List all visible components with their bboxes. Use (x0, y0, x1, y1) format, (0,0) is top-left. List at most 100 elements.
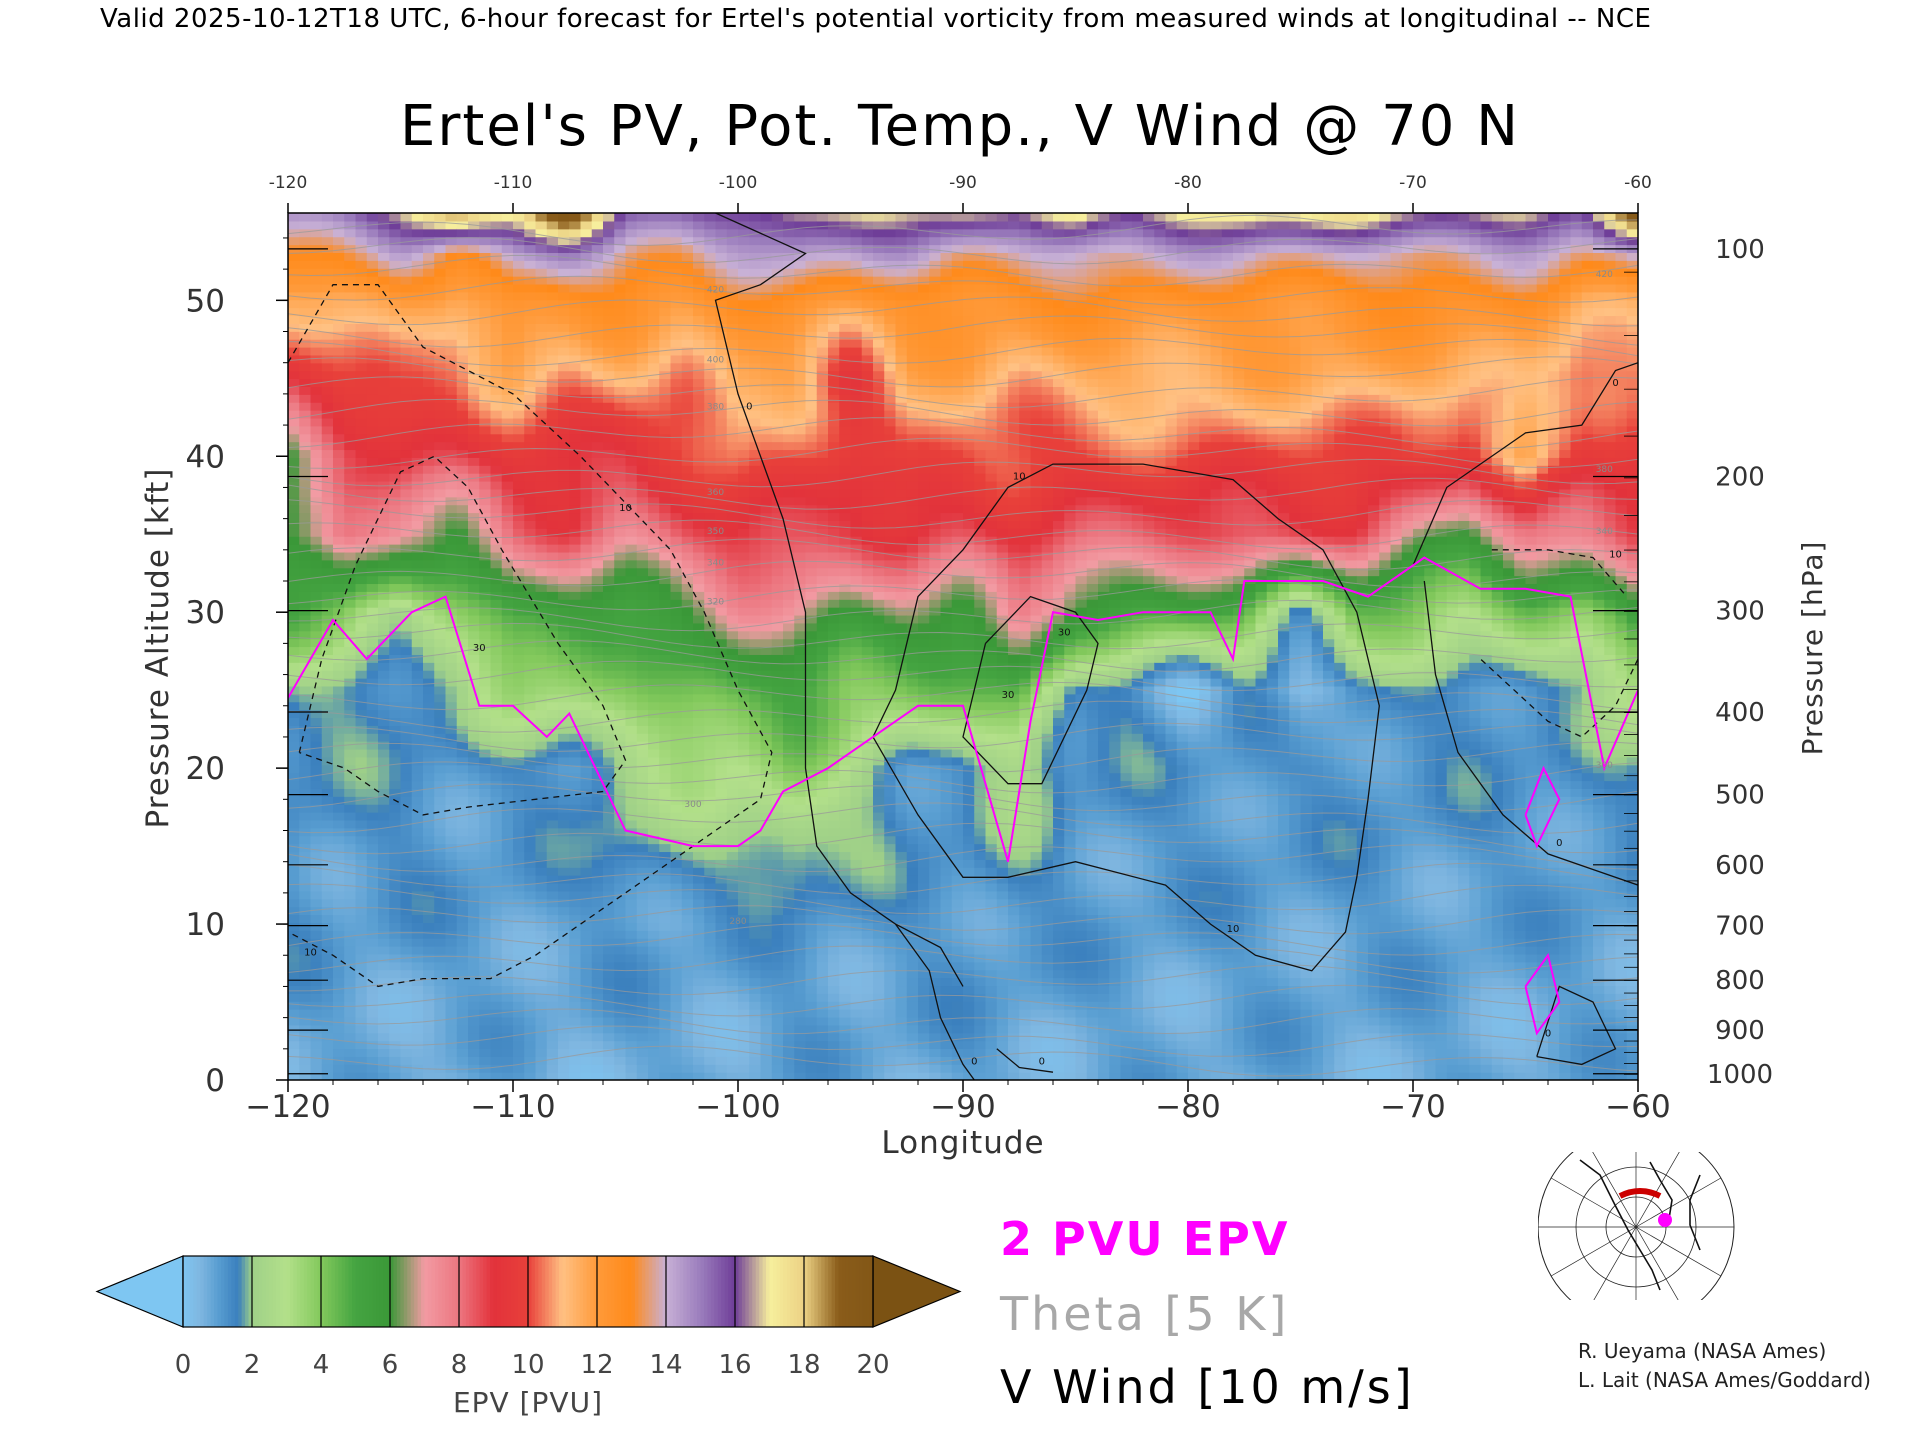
epv-cell (524, 922, 536, 930)
epv-cell (794, 1025, 806, 1033)
epv-cell (389, 1048, 401, 1056)
epv-cell (626, 599, 638, 607)
epv-cell (626, 938, 638, 946)
epv-cell (727, 710, 739, 718)
epv-cell (491, 678, 503, 686)
epv-cell (704, 954, 716, 962)
epv-cell (513, 268, 525, 276)
epv-cell (783, 773, 795, 781)
epv-cell (569, 883, 581, 891)
epv-cell (749, 733, 761, 741)
epv-cell (468, 449, 480, 457)
epv-cell (648, 993, 660, 1001)
epv-cell (412, 875, 424, 883)
epv-cell (299, 607, 311, 615)
epv-cell (659, 465, 671, 473)
epv-cell (288, 568, 300, 576)
epv-cell (513, 1064, 525, 1072)
epv-cell (344, 260, 356, 268)
epv-cell (682, 260, 694, 268)
epv-cell (299, 386, 311, 394)
epv-cell (322, 765, 334, 773)
epv-cell (412, 1001, 424, 1009)
epv-cell (727, 252, 739, 260)
epv-cell (333, 978, 345, 986)
epv-cell (299, 647, 311, 655)
epv-cell (547, 914, 559, 922)
epv-cell (536, 970, 548, 978)
epv-cell (412, 347, 424, 355)
epv-cell (412, 331, 424, 339)
epv-cell (434, 465, 446, 473)
epv-cell (288, 331, 300, 339)
epv-cell (344, 654, 356, 662)
epv-cell (783, 836, 795, 844)
epv-cell (412, 930, 424, 938)
epv-cell (502, 851, 514, 859)
epv-cell (322, 1025, 334, 1033)
epv-cell (581, 851, 593, 859)
epv-cell (434, 654, 446, 662)
epv-cell (648, 513, 660, 521)
epv-cell (299, 371, 311, 379)
epv-cell (581, 434, 593, 442)
epv-cell (671, 418, 683, 426)
epv-cell (367, 410, 379, 418)
epv-cell (749, 725, 761, 733)
epv-cell (367, 970, 379, 978)
epv-cell (322, 442, 334, 450)
epv-cell (536, 844, 548, 852)
epv-cell (356, 1064, 368, 1072)
epv-cell (547, 907, 559, 915)
epv-cell (614, 315, 626, 323)
epv-cell (671, 300, 683, 308)
epv-cell (311, 773, 323, 781)
epv-cell (671, 954, 683, 962)
epv-cell (367, 323, 379, 331)
epv-cell (356, 1009, 368, 1017)
epv-cell (513, 410, 525, 418)
epv-cell (491, 260, 503, 268)
epv-cell (592, 339, 604, 347)
epv-cell (626, 268, 638, 276)
epv-cell (412, 686, 424, 694)
epv-cell (299, 678, 311, 686)
epv-cell (704, 379, 716, 387)
epv-cell (682, 828, 694, 836)
epv-cell (288, 710, 300, 718)
epv-cell (558, 607, 570, 615)
epv-cell (333, 355, 345, 363)
epv-cell (581, 820, 593, 828)
epv-cell (344, 323, 356, 331)
epv-cell (288, 954, 300, 962)
epv-cell (569, 252, 581, 260)
epv-cell (648, 631, 660, 639)
epv-cell (536, 449, 548, 457)
epv-cell (716, 741, 728, 749)
epv-cell (479, 599, 491, 607)
epv-cell (446, 694, 458, 702)
epv-cell (648, 410, 660, 418)
epv-cell (761, 536, 773, 544)
epv-cell (434, 331, 446, 339)
epv-cell (772, 875, 784, 883)
epv-cell (389, 938, 401, 946)
epv-cell (592, 331, 604, 339)
epv-cell (547, 292, 559, 300)
epv-cell (637, 339, 649, 347)
epv-cell (536, 985, 548, 993)
epv-cell (603, 828, 615, 836)
epv-cell (457, 536, 469, 544)
epv-cell (569, 851, 581, 859)
epv-cell (671, 513, 683, 521)
epv-cell (412, 780, 424, 788)
epv-cell (558, 552, 570, 560)
epv-cell (749, 568, 761, 576)
epv-cell (401, 418, 413, 426)
epv-cell (693, 631, 705, 639)
epv-cell (671, 347, 683, 355)
epv-cell (491, 757, 503, 765)
epv-cell (569, 465, 581, 473)
epv-cell (468, 434, 480, 442)
epv-cell (479, 276, 491, 284)
